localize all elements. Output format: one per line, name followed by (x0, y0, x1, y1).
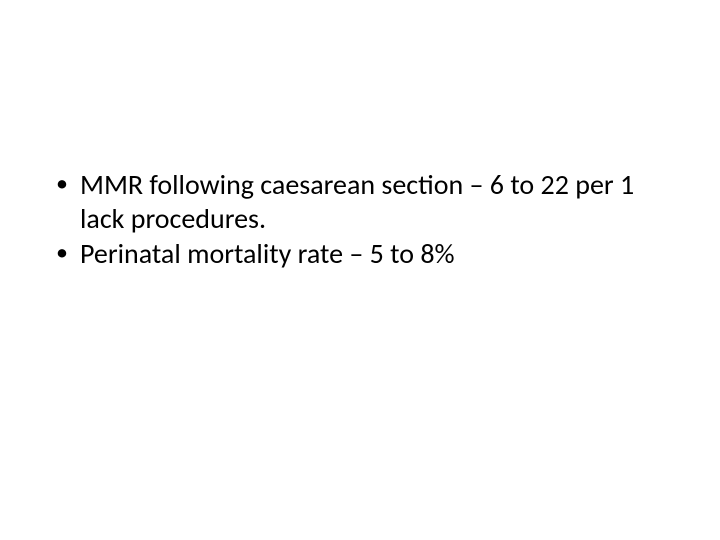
slide: MMR following caesarean section – 6 to 2… (0, 0, 720, 540)
bullet-text: Perinatal mortality rate – 5 to 8% (80, 236, 455, 271)
bullet-list: MMR following caesarean section – 6 to 2… (50, 168, 670, 271)
slide-body: MMR following caesarean section – 6 to 2… (50, 168, 670, 273)
list-item: Perinatal mortality rate – 5 to 8% (50, 237, 670, 271)
list-item: MMR following caesarean section – 6 to 2… (50, 168, 670, 235)
bullet-text: MMR following caesarean section – 6 to 2… (80, 167, 634, 236)
